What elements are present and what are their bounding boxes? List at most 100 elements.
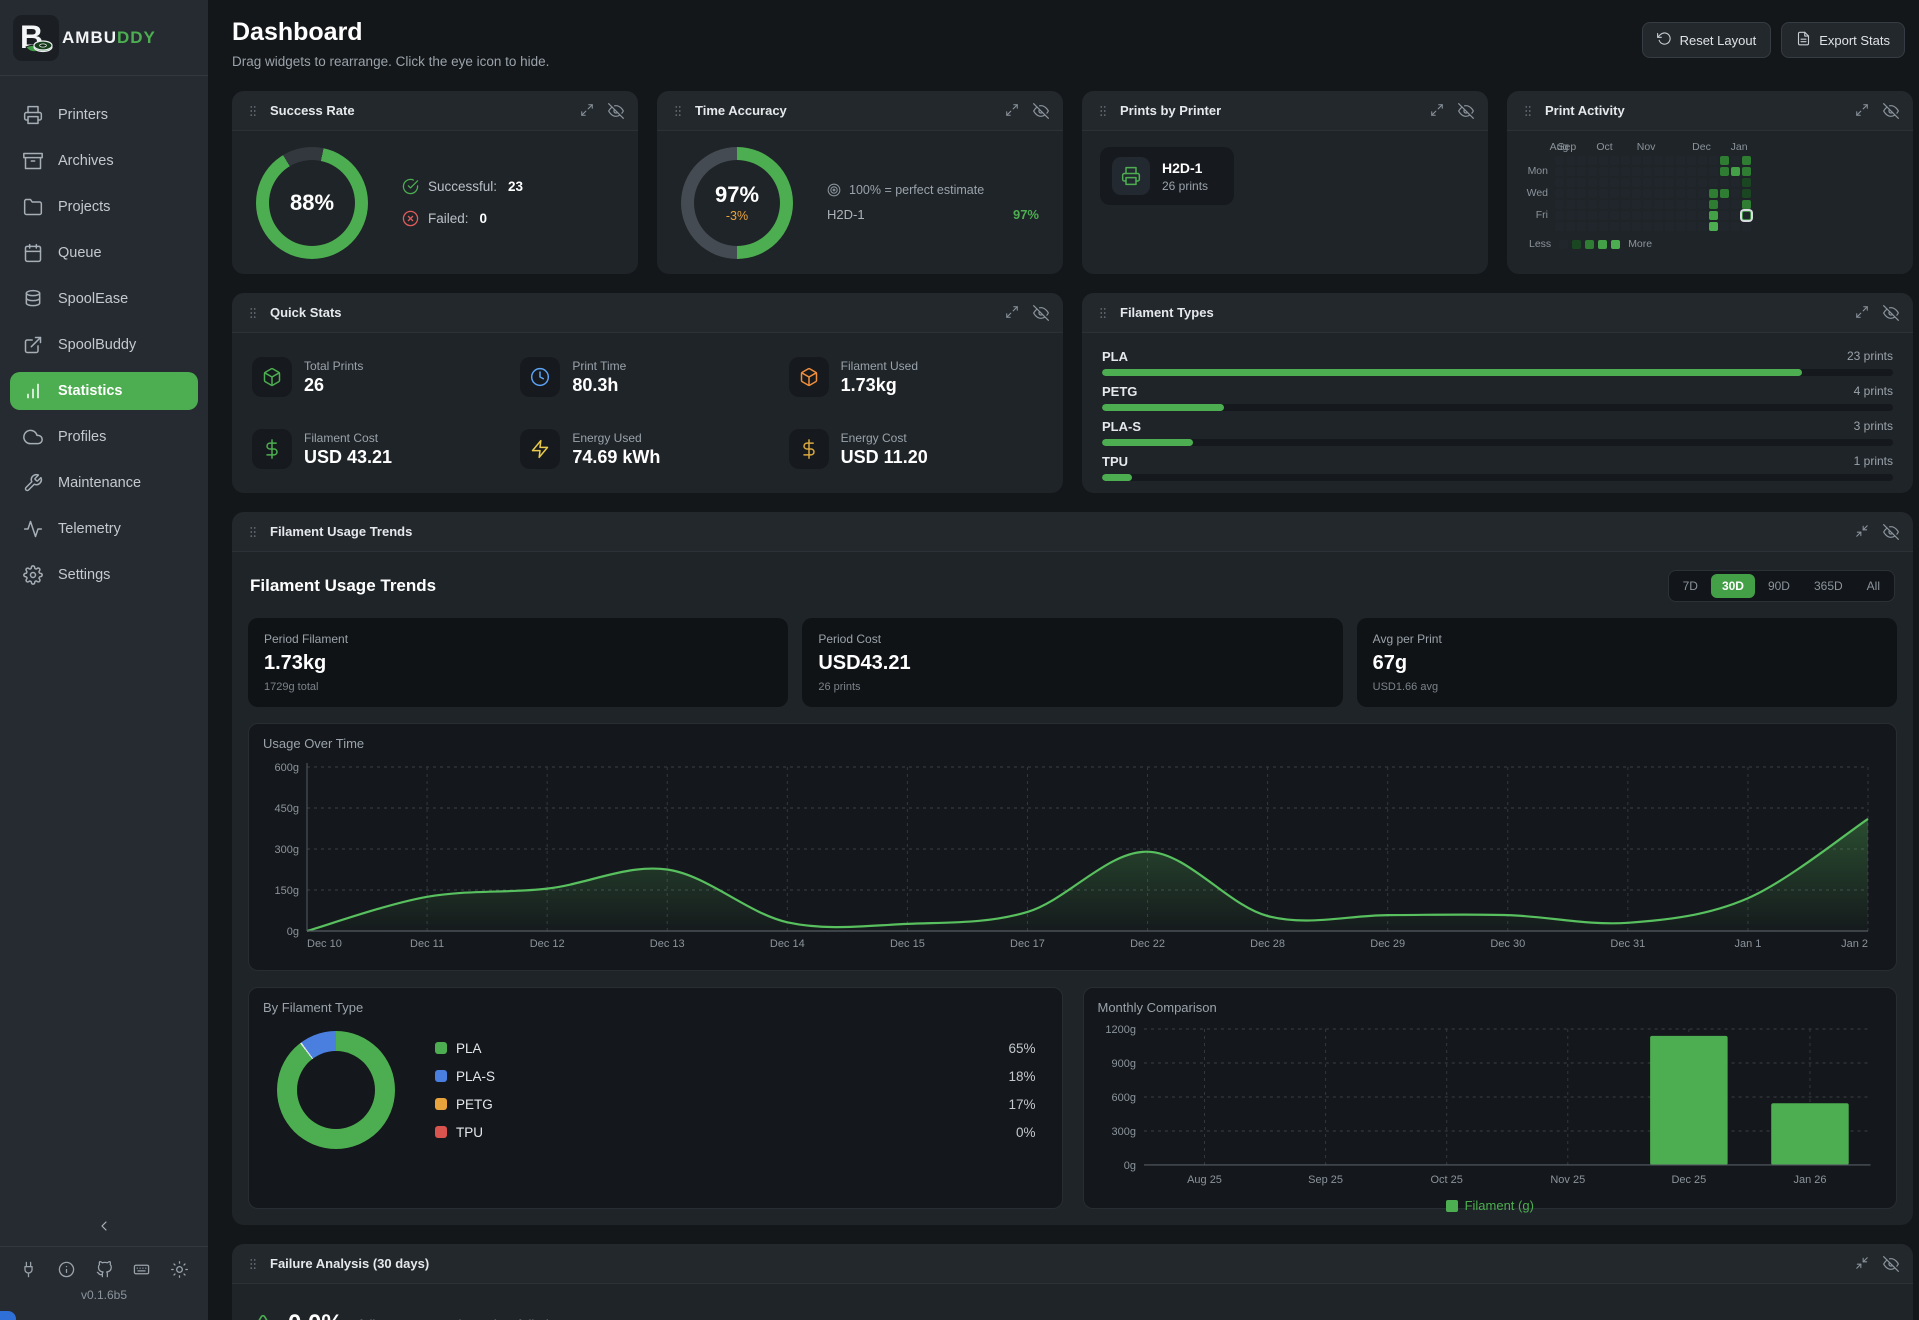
heatmap-cell[interactable] bbox=[1621, 156, 1630, 165]
heatmap-cell[interactable] bbox=[1566, 167, 1575, 176]
heatmap-cell[interactable] bbox=[1742, 222, 1751, 231]
heatmap-cell[interactable] bbox=[1676, 167, 1685, 176]
heatmap-cell[interactable] bbox=[1720, 200, 1729, 209]
heatmap-cell[interactable] bbox=[1676, 156, 1685, 165]
heatmap-cell[interactable] bbox=[1566, 189, 1575, 198]
heatmap-cell[interactable] bbox=[1742, 200, 1751, 209]
heatmap-cell[interactable] bbox=[1709, 156, 1718, 165]
heatmap-cell[interactable] bbox=[1709, 178, 1718, 187]
heatmap-cell[interactable] bbox=[1577, 178, 1586, 187]
heatmap-cell[interactable] bbox=[1632, 189, 1641, 198]
drag-handle-icon[interactable] bbox=[1096, 104, 1110, 118]
sidebar-item-queue[interactable]: Queue bbox=[10, 234, 198, 272]
heatmap-cell[interactable] bbox=[1555, 211, 1564, 220]
heatmap-cell[interactable] bbox=[1577, 222, 1586, 231]
heatmap-cell[interactable] bbox=[1720, 211, 1729, 220]
heatmap-cell[interactable] bbox=[1599, 167, 1608, 176]
drag-handle-icon[interactable] bbox=[246, 525, 260, 539]
heatmap-cell[interactable] bbox=[1687, 156, 1696, 165]
heatmap-cell[interactable] bbox=[1555, 156, 1564, 165]
heatmap-cell[interactable] bbox=[1643, 178, 1652, 187]
heatmap-cell[interactable] bbox=[1687, 222, 1696, 231]
heatmap-cell[interactable] bbox=[1643, 156, 1652, 165]
hide-widget-icon[interactable] bbox=[1883, 103, 1899, 119]
heatmap-cell[interactable] bbox=[1632, 178, 1641, 187]
heatmap-cell[interactable] bbox=[1610, 189, 1619, 198]
heatmap-cell[interactable] bbox=[1676, 189, 1685, 198]
heatmap-cell[interactable] bbox=[1643, 200, 1652, 209]
heatmap-cell[interactable] bbox=[1720, 156, 1729, 165]
heatmap-cell[interactable] bbox=[1687, 200, 1696, 209]
usage-area-chart[interactable]: 0g150g300g450g600gDec 10Dec 11Dec 12Dec … bbox=[263, 757, 1882, 958]
heatmap-cell[interactable] bbox=[1742, 189, 1751, 198]
heatmap-cell[interactable] bbox=[1687, 189, 1696, 198]
hide-widget-icon[interactable] bbox=[1033, 103, 1049, 119]
heatmap-cell[interactable] bbox=[1709, 189, 1718, 198]
heatmap-cell[interactable] bbox=[1687, 211, 1696, 220]
printer-list-item[interactable]: H2D-1 26 prints bbox=[1100, 147, 1234, 205]
hide-widget-icon[interactable] bbox=[1033, 305, 1049, 321]
range-button-7d[interactable]: 7D bbox=[1672, 574, 1709, 598]
heatmap-cell[interactable] bbox=[1676, 178, 1685, 187]
heatmap-cell[interactable] bbox=[1599, 211, 1608, 220]
expand-widget-icon[interactable] bbox=[1005, 305, 1019, 321]
drag-handle-icon[interactable] bbox=[246, 1257, 260, 1271]
heatmap-cell[interactable] bbox=[1698, 222, 1707, 231]
sidebar-item-printers[interactable]: Printers bbox=[10, 96, 198, 134]
hide-widget-icon[interactable] bbox=[1883, 1256, 1899, 1272]
sidebar-item-profiles[interactable]: Profiles bbox=[10, 418, 198, 456]
heatmap-cell[interactable] bbox=[1731, 222, 1740, 231]
range-button-365d[interactable]: 365D bbox=[1803, 574, 1854, 598]
heatmap-cell[interactable] bbox=[1654, 189, 1663, 198]
time-accuracy-donut-chart[interactable]: 97% -3% bbox=[681, 147, 793, 259]
drag-handle-icon[interactable] bbox=[671, 104, 685, 118]
hide-widget-icon[interactable] bbox=[1458, 103, 1474, 119]
heatmap-cell[interactable] bbox=[1566, 211, 1575, 220]
heatmap-cell[interactable] bbox=[1577, 211, 1586, 220]
heatmap-cell[interactable] bbox=[1676, 200, 1685, 209]
heatmap-cell[interactable] bbox=[1621, 178, 1630, 187]
heatmap-cell[interactable] bbox=[1698, 189, 1707, 198]
heatmap-cell[interactable] bbox=[1632, 200, 1641, 209]
sidebar-item-projects[interactable]: Projects bbox=[10, 188, 198, 226]
heatmap-cell[interactable] bbox=[1555, 178, 1564, 187]
heatmap-cell[interactable] bbox=[1588, 178, 1597, 187]
heatmap-cell[interactable] bbox=[1610, 222, 1619, 231]
heatmap-cell[interactable] bbox=[1742, 211, 1751, 220]
expand-widget-icon[interactable] bbox=[1430, 103, 1444, 119]
hide-widget-icon[interactable] bbox=[608, 103, 624, 119]
heatmap-cell[interactable] bbox=[1599, 189, 1608, 198]
github-icon[interactable] bbox=[96, 1261, 113, 1278]
heatmap-cell[interactable] bbox=[1588, 211, 1597, 220]
heatmap-cell[interactable] bbox=[1621, 167, 1630, 176]
heatmap-cell[interactable] bbox=[1676, 222, 1685, 231]
heatmap-cell[interactable] bbox=[1555, 189, 1564, 198]
sidebar-collapse-button[interactable] bbox=[0, 1208, 208, 1246]
heatmap-cell[interactable] bbox=[1621, 211, 1630, 220]
heatmap-cell[interactable] bbox=[1720, 178, 1729, 187]
heatmap-cell[interactable] bbox=[1709, 211, 1718, 220]
heatmap-cell[interactable] bbox=[1599, 178, 1608, 187]
heatmap-cell[interactable] bbox=[1665, 167, 1674, 176]
drag-handle-icon[interactable] bbox=[1521, 104, 1535, 118]
pie-legend-row[interactable]: PLA 65% bbox=[435, 1041, 1036, 1056]
expand-widget-icon[interactable] bbox=[1855, 305, 1869, 321]
heatmap-cell[interactable] bbox=[1709, 167, 1718, 176]
heatmap-cell[interactable] bbox=[1665, 222, 1674, 231]
heatmap-cell[interactable] bbox=[1610, 156, 1619, 165]
heatmap-cell[interactable] bbox=[1731, 156, 1740, 165]
heatmap-cell[interactable] bbox=[1555, 222, 1564, 231]
heatmap-cell[interactable] bbox=[1555, 200, 1564, 209]
heatmap-cell[interactable] bbox=[1654, 211, 1663, 220]
collapse-widget-icon[interactable] bbox=[1855, 524, 1869, 540]
heatmap-cell[interactable] bbox=[1610, 167, 1619, 176]
sidebar-item-statistics[interactable]: Statistics bbox=[10, 372, 198, 410]
heatmap-cell[interactable] bbox=[1654, 200, 1663, 209]
heatmap-cell[interactable] bbox=[1610, 178, 1619, 187]
heatmap-cell[interactable] bbox=[1742, 167, 1751, 176]
heatmap-cell[interactable] bbox=[1577, 200, 1586, 209]
drag-handle-icon[interactable] bbox=[246, 104, 260, 118]
heatmap-cell[interactable] bbox=[1610, 200, 1619, 209]
heatmap-cell[interactable] bbox=[1643, 222, 1652, 231]
heatmap-cell[interactable] bbox=[1588, 167, 1597, 176]
